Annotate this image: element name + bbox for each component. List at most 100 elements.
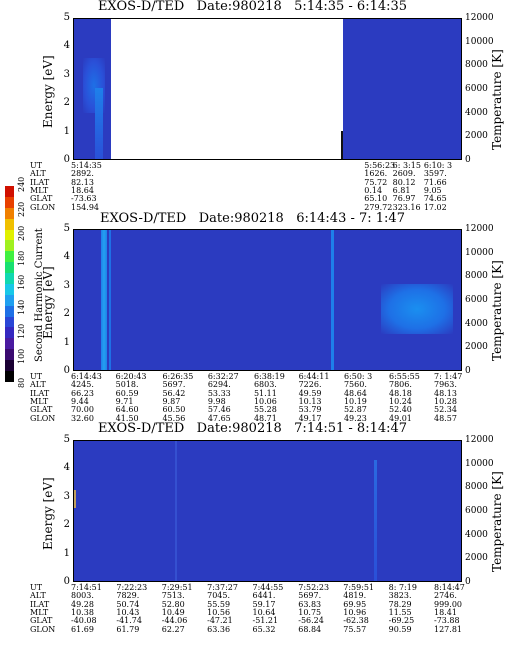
spectrogram-image bbox=[73, 18, 462, 160]
colorbar-swatch bbox=[5, 207, 14, 219]
orbit-value: 7:52:23 bbox=[298, 583, 330, 592]
orbit-value: 75.72 bbox=[364, 177, 388, 187]
y2-tick-label: 8000 bbox=[465, 271, 488, 282]
orbit-row-label: GLON bbox=[30, 202, 56, 212]
orbit-value: 10.96 bbox=[343, 607, 367, 617]
orbit-value: 7:14:51 bbox=[71, 583, 102, 592]
y2-tick-label: 12000 bbox=[465, 435, 494, 445]
orbit-value: 71.66 bbox=[423, 177, 447, 187]
orbit-value: 10.24 bbox=[388, 396, 412, 406]
orbit-value: 9.87 bbox=[162, 396, 181, 406]
y-axis-title: Energy [eV] bbox=[41, 55, 55, 128]
orbit-value: 6.81 bbox=[392, 185, 411, 195]
orbit-value: 7:22:23 bbox=[116, 583, 148, 592]
orbit-value: 69.95 bbox=[343, 599, 367, 609]
orbit-row-label: ILAT bbox=[30, 177, 50, 187]
orbit-value: -41.74 bbox=[116, 616, 142, 626]
orbit-value: 47.65 bbox=[207, 413, 231, 423]
orbit-value: -73.88 bbox=[434, 616, 460, 626]
orbit-value: 61.79 bbox=[116, 624, 140, 634]
orbit-row-label: ILAT bbox=[30, 599, 50, 609]
orbit-value: 6:20:43 bbox=[115, 372, 147, 381]
orbit-value: 6294. bbox=[207, 380, 231, 390]
orbit-value: 63.36 bbox=[207, 624, 231, 634]
orbit-value: 10.13 bbox=[298, 396, 322, 406]
orbit-row-label: ALT bbox=[30, 380, 46, 390]
orbit-value: 10.06 bbox=[253, 396, 277, 406]
orbit-value: 7806. bbox=[388, 380, 412, 390]
orbit-value: 49.23 bbox=[343, 413, 367, 423]
orbit-value: 9.98 bbox=[207, 396, 226, 406]
orbit-value: 6441. bbox=[252, 591, 276, 601]
electron-flux-streak bbox=[109, 229, 111, 371]
orbit-value: 2746. bbox=[434, 591, 457, 601]
y-tick-label: 2 bbox=[63, 519, 70, 531]
y2-tick-label: 10000 bbox=[465, 247, 494, 258]
orbit-value: -51.21 bbox=[252, 616, 279, 626]
orbit-value: 48.71 bbox=[253, 413, 277, 423]
orbit-value: 90.59 bbox=[388, 624, 412, 634]
orbit-value: 48.18 bbox=[388, 388, 412, 398]
electron-flux-streak bbox=[331, 229, 334, 371]
orbit-row-label: GLAT bbox=[30, 194, 53, 204]
y-tick-label: 3 bbox=[63, 68, 70, 80]
orbit-value: 57.46 bbox=[207, 405, 231, 415]
orbit-value: 52.87 bbox=[343, 405, 367, 415]
y-tick-label: 4 bbox=[63, 251, 70, 263]
colorbar-swatch bbox=[5, 316, 14, 328]
y2-tick-label: 4000 bbox=[465, 529, 488, 540]
orbit-value: 48.57 bbox=[434, 413, 457, 423]
orbit-value: 62.27 bbox=[161, 624, 185, 634]
orbit-value: 63.83 bbox=[298, 599, 322, 609]
orbit-value: 10.49 bbox=[161, 607, 185, 617]
orbit-value: 7:44:55 bbox=[252, 583, 284, 592]
y-tick-label: 4 bbox=[63, 462, 70, 474]
orbit-value: 7963. bbox=[434, 380, 457, 390]
orbit-value: 8:14:47 bbox=[434, 583, 465, 592]
orbit-value: 68.84 bbox=[298, 624, 322, 634]
orbit-row-label: GLAT bbox=[30, 405, 53, 415]
y2-tick-label: 12000 bbox=[465, 224, 494, 234]
orbit-value: 78.29 bbox=[388, 599, 412, 609]
orbit-row-label: MLT bbox=[30, 185, 49, 195]
y2-tick-label: 12000 bbox=[465, 13, 494, 23]
orbit-value: 2609. bbox=[392, 169, 416, 179]
y2-axis-title: Temperature [K] bbox=[490, 471, 504, 572]
orbit-value: 48.64 bbox=[343, 388, 367, 398]
orbit-value: 11.55 bbox=[388, 607, 412, 617]
orbit-value: 6: 3:15 bbox=[392, 161, 421, 170]
orbit-row-label: ALT bbox=[30, 169, 46, 179]
orbit-value: 7829. bbox=[116, 591, 140, 601]
orbit-value: 75.57 bbox=[343, 624, 367, 634]
y2-tick-label: 0 bbox=[465, 577, 471, 587]
y2-tick-label: 10000 bbox=[465, 458, 494, 469]
orbit-value: 10.28 bbox=[434, 396, 457, 406]
spectrogram-image bbox=[73, 229, 462, 371]
orbit-value: 5697. bbox=[162, 380, 186, 390]
orbit-value: 17.02 bbox=[423, 202, 447, 212]
orbit-value: 3597. bbox=[423, 169, 447, 179]
orbit-value: 10.38 bbox=[71, 607, 94, 617]
orbit-value: 5697. bbox=[298, 591, 322, 601]
orbit-value: 6803. bbox=[253, 380, 277, 390]
orbit-value: 10.56 bbox=[207, 607, 231, 617]
orbit-value: -47.21 bbox=[207, 616, 233, 626]
colorbar-swatch bbox=[5, 283, 14, 295]
electron-flux-streak bbox=[95, 88, 103, 160]
y2-tick-label: 6000 bbox=[465, 295, 488, 305]
orbit-value: 76.97 bbox=[392, 194, 416, 204]
orbit-value: 6:26:35 bbox=[162, 372, 194, 381]
orbit-value: 0.14 bbox=[364, 185, 383, 195]
orbit-value: 279.72 bbox=[364, 202, 393, 212]
y-tick-label: 1 bbox=[63, 125, 70, 137]
orbit-value: 5:56:23 bbox=[364, 161, 396, 170]
electron-flux-region bbox=[381, 284, 453, 334]
y2-tick-label: 0 bbox=[465, 366, 471, 376]
orbit-value: 127.81 bbox=[434, 624, 462, 634]
y-tick-label: 0 bbox=[63, 365, 70, 376]
orbit-value: 8: 7:19 bbox=[388, 583, 417, 592]
orbit-value: 9.71 bbox=[115, 396, 134, 406]
orbit-value: -62.38 bbox=[343, 616, 369, 626]
spectrogram-panel-1: EXOS-D/TED Date:980218 5:14:35 - 6:14:35… bbox=[0, 0, 505, 212]
orbit-row-label: UT bbox=[30, 372, 43, 381]
